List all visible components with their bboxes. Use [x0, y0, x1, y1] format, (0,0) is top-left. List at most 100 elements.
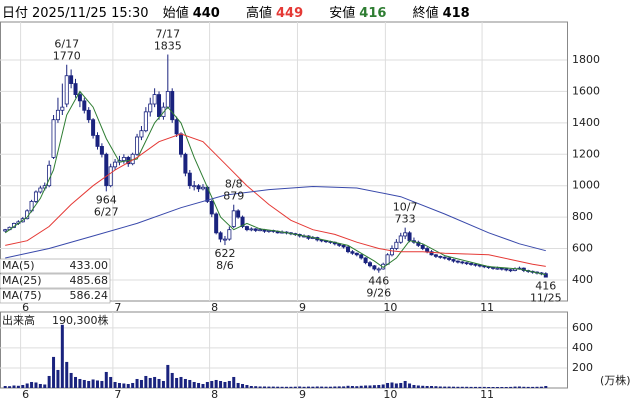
volume-bar [443, 386, 447, 388]
candle-body [187, 172, 192, 187]
volume-bar [337, 386, 341, 388]
volume-bar [8, 386, 12, 388]
volume-bar [104, 371, 108, 388]
candle-body [77, 94, 82, 102]
candle-body [222, 238, 227, 241]
volume-bar [170, 372, 174, 388]
candle-body [499, 267, 504, 270]
volume-bar [298, 386, 302, 388]
volume-bar [276, 386, 280, 388]
volume-bar [491, 386, 495, 388]
volume-bar [478, 386, 482, 388]
x-tick-label: 6 [22, 301, 29, 314]
low: 416 [359, 6, 387, 21]
volume-bar [509, 386, 513, 388]
volume-unit: (万株) [600, 373, 631, 387]
volume-bar [377, 384, 381, 388]
volume-bar [3, 385, 7, 388]
volume-bar [346, 385, 350, 388]
volume-bar [460, 386, 464, 388]
candle-body [363, 257, 368, 264]
volume-bar [34, 382, 38, 388]
candle-body [157, 94, 162, 117]
volume-bar [232, 376, 236, 388]
candle-body [491, 266, 496, 269]
candle-body [385, 254, 390, 265]
annotation: 733 [395, 213, 416, 226]
x-tick-label: 10 [383, 301, 397, 314]
candle-body [218, 232, 223, 240]
legend-box [0, 273, 111, 289]
candle-body [359, 254, 364, 259]
x-tick-label: 7 [114, 301, 121, 314]
volume-bar [368, 385, 372, 388]
volume-bar [87, 380, 91, 388]
volume-bar [465, 386, 469, 388]
volume-bar [416, 385, 420, 388]
volume-bar [539, 386, 543, 388]
y-tick-label: 400 [572, 341, 593, 354]
high-label: 高値 [245, 6, 272, 21]
volume-bar [241, 383, 245, 388]
volume-bar [386, 382, 390, 388]
legend-box [0, 258, 111, 274]
volume-bar [179, 376, 183, 388]
x-tick-label: 8 [211, 301, 218, 314]
volume-bar [139, 379, 143, 388]
x-tick-label: 9 [299, 388, 306, 400]
candle-body [455, 260, 460, 263]
volume-bar [364, 385, 368, 388]
volume-bar [197, 382, 201, 388]
volume-bar [355, 386, 359, 388]
volume-bar [95, 380, 99, 388]
annotation: 7/17 [155, 28, 180, 41]
volume-bar [214, 379, 218, 388]
candle-body [425, 248, 430, 253]
y-tick-label: 1200 [572, 147, 600, 160]
volume-current: 190,300株 [52, 313, 109, 327]
volume-bar [91, 379, 95, 388]
y-tick-label: 800 [572, 210, 593, 223]
candle-body [420, 244, 425, 249]
volume-bar [469, 386, 473, 388]
volume-bar [183, 378, 187, 388]
volume-bar [148, 377, 152, 388]
candle-body [3, 229, 8, 232]
candle-body [121, 157, 126, 161]
volume-bar [201, 383, 205, 388]
volume-bar [43, 384, 47, 388]
volume-bar [430, 385, 434, 388]
candle-body [398, 235, 403, 243]
y-tick-label: 1600 [572, 84, 600, 97]
candle-body [367, 262, 372, 267]
volume-bar [219, 380, 223, 388]
volume-bar [544, 385, 548, 388]
candle-body [253, 228, 258, 231]
volume-bar [122, 383, 126, 388]
candle-body [64, 75, 69, 105]
volume-bar [12, 385, 16, 388]
volume-bar [315, 386, 319, 388]
volume-bar [306, 386, 310, 388]
ma-line [4, 90, 546, 276]
candle-body [469, 263, 474, 265]
annotation: 6/17 [54, 38, 79, 51]
volume-bar [30, 381, 34, 388]
open: 440 [192, 6, 220, 21]
candle-body [214, 213, 219, 234]
legend-name: MA(75) [2, 289, 42, 302]
volume-bar [359, 385, 363, 388]
date: 2025/11/25 15:30 [32, 6, 149, 21]
volume-bar [425, 385, 429, 388]
candle-body [258, 229, 263, 232]
candle-body [543, 273, 548, 278]
volume-bar [302, 386, 306, 388]
volume-bar [482, 386, 486, 388]
candle-body [407, 232, 412, 242]
volume-bar [342, 386, 346, 388]
volume-bar [210, 380, 214, 388]
candle-body [148, 103, 153, 113]
x-tick-label: 8 [211, 388, 218, 400]
volume-bar [161, 380, 165, 388]
